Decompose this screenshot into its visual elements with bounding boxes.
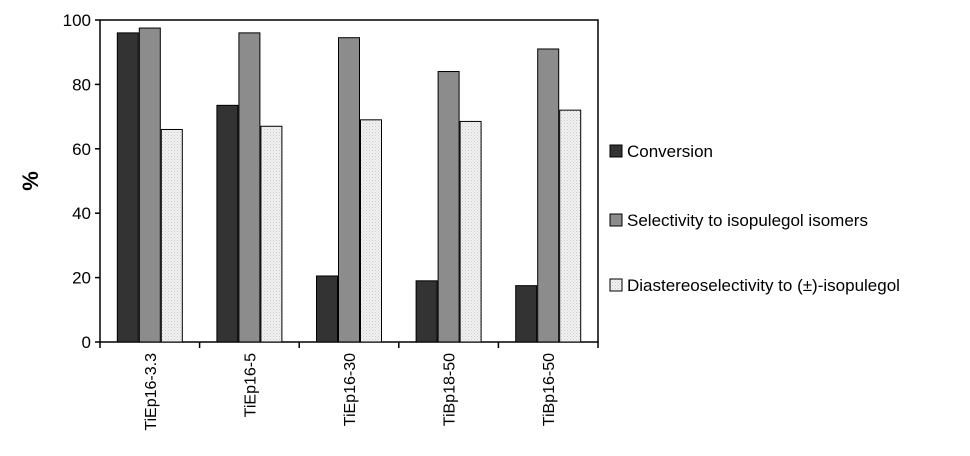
bar-3-4 — [459, 120, 482, 343]
category-label: TiBp16-50 — [541, 353, 558, 426]
bar-3-3 — [360, 119, 382, 343]
legend-label: Selectivity to isopulegol isomers — [627, 211, 868, 230]
bar-2-5 — [537, 48, 560, 343]
y-tick-label: 60 — [72, 140, 91, 159]
legend-swatch — [609, 278, 623, 292]
bar-2-1 — [138, 27, 161, 343]
bar-3-2 — [260, 125, 283, 343]
y-axis: 0 20 40 60 80 100 — [63, 11, 100, 352]
y-axis-label: % — [18, 171, 43, 191]
bar-2-4 — [437, 71, 460, 343]
category-label: TiEp16-3.3 — [143, 353, 160, 431]
legend-label: Diastereoselectivity to (±)-isopulegol — [627, 276, 900, 295]
legend-swatch — [609, 144, 623, 158]
x-axis: TiEp16-3.3 TiEp16-5 TiEp16-30 TiBp18-50 TiBp… — [99, 342, 599, 431]
bar-2-2 — [238, 32, 261, 343]
bar-3-5 — [559, 109, 582, 343]
legend-swatch — [609, 213, 623, 227]
y-tick-label: 40 — [72, 204, 91, 223]
bar-1-1 — [116, 32, 139, 343]
bar-1-5 — [515, 285, 538, 343]
category-label: TiEp16-30 — [342, 353, 359, 426]
bar-1-2 — [216, 104, 239, 343]
y-tick-label: 20 — [72, 269, 91, 288]
plot-area — [99, 19, 599, 343]
y-tick-label: 80 — [72, 75, 91, 94]
bar-2-3 — [338, 37, 360, 343]
y-tick-label: 100 — [63, 11, 91, 30]
legend: Conversion Selectivity to isopulegol isom… — [609, 142, 900, 295]
legend-label: Conversion — [627, 142, 713, 161]
category-label: TiEp16-5 — [242, 353, 259, 417]
category-label: TiBp18-50 — [442, 353, 459, 426]
bar-1-3 — [316, 275, 338, 343]
bar-3-1 — [160, 128, 183, 343]
bar-1-4 — [415, 280, 438, 343]
y-tick-label: 0 — [82, 333, 91, 352]
